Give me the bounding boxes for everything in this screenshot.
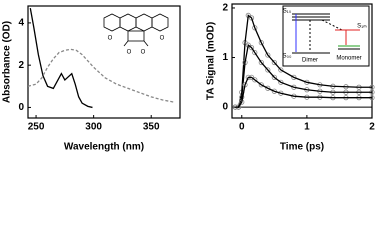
inset-label: O (141, 50, 146, 56)
data-point (252, 77, 258, 83)
data-point (265, 67, 271, 73)
series-line (27, 48, 175, 103)
y-axis-label: Absorbance (OD) (2, 21, 13, 103)
data-point (278, 79, 284, 85)
data-point (258, 82, 264, 88)
data-point (248, 15, 255, 21)
inset-label: Monomer (336, 56, 361, 62)
data-point (278, 67, 284, 73)
x-tick-label: 350 (143, 122, 160, 133)
data-point (258, 40, 264, 46)
x-tick-label: 300 (85, 122, 102, 133)
data-point (265, 85, 271, 91)
inset-label: S₁ₘ (357, 24, 367, 30)
data-point (271, 59, 277, 66)
y-tick-label: 0 (222, 102, 228, 113)
data-point (252, 49, 258, 56)
x-axis-label: Time (ps) (280, 142, 324, 153)
data-point (248, 45, 255, 51)
series-line (235, 43, 372, 108)
y-tick-label: 1 (222, 52, 228, 63)
inset-label: S₀₀ (283, 54, 292, 60)
x-axis-label: Wavelength (nm) (64, 142, 144, 153)
inset-label: O (108, 36, 113, 42)
data-point (258, 59, 264, 66)
inset-label: Dimer (302, 58, 318, 64)
data-point (271, 74, 277, 80)
x-tick-label: 2 (369, 122, 375, 133)
y-tick-label: 2 (18, 60, 24, 71)
x-tick-label: 0 (239, 122, 245, 133)
energy-diagram (282, 5, 370, 67)
plot-frame (27, 5, 181, 119)
y-tick-label: 0 (18, 102, 24, 113)
series-line (235, 76, 372, 108)
series-line (29, 7, 93, 109)
y-axis-label: TA Signal (mOD) (206, 22, 217, 100)
inset-label: O (160, 36, 165, 42)
y-tick-label: 2 (222, 3, 228, 14)
data-point (252, 25, 258, 31)
inset-label: S₁₀ (283, 9, 292, 15)
molecule (103, 13, 169, 47)
x-tick-label: 250 (28, 122, 45, 133)
data-point (291, 74, 297, 80)
plot-frame (231, 3, 373, 119)
inset-label: O (127, 50, 132, 56)
series-line (235, 14, 372, 108)
y-tick-label: 4 (18, 18, 24, 29)
figure: 250 300 350 0 2 4 Wavelength (nm) Absorbance (O… (2, 3, 376, 153)
x-tick-label: 1 (304, 122, 310, 133)
data-point (265, 52, 271, 58)
